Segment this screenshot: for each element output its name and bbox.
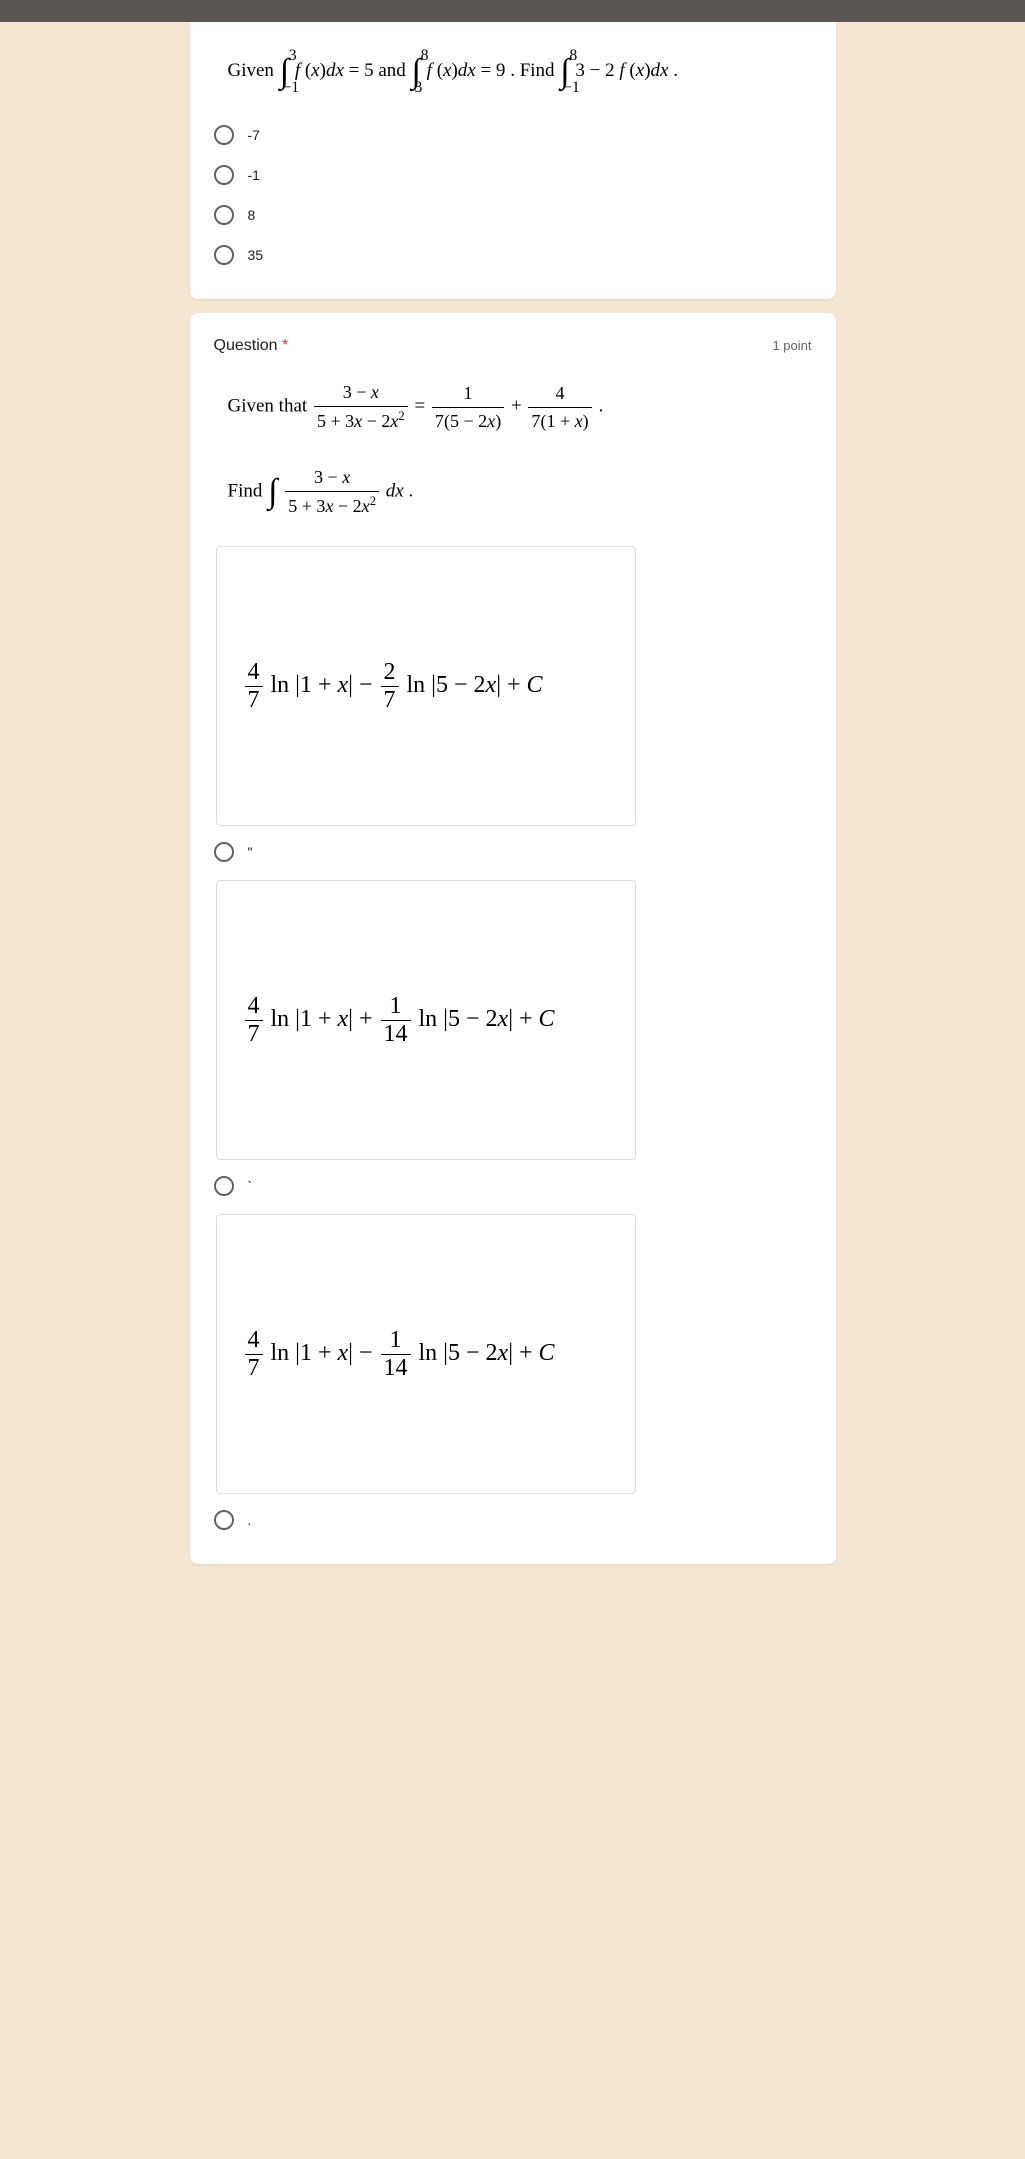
radio-icon[interactable]: [214, 245, 234, 265]
q2-header: Question * 1 point: [214, 337, 812, 355]
q2-stem: Given that 3 − x 5 + 3x − 2x2 = 1 7(5 − …: [228, 379, 812, 520]
radio-icon[interactable]: [214, 205, 234, 225]
opt-a-expr: 47 ln |1 + x| − 27 ln |5 − 2x| + C: [243, 659, 543, 714]
q2-option-b[interactable]: `: [214, 1166, 812, 1206]
q2-option-box-c[interactable]: 47 ln |1 + x| − 114 ln |5 − 2x| + C: [216, 1214, 636, 1494]
question-card-1: Given ∫ 3 −1 f (x)dx = 5 and ∫ 8 3 f (x)…: [190, 22, 836, 299]
q1-given: Given: [228, 60, 279, 81]
radio-icon[interactable]: [214, 842, 234, 862]
int-3: ∫ 8 −1: [560, 46, 569, 97]
page-content: Given ∫ 3 −1 f (x)dx = 5 and ∫ 8 3 f (x)…: [0, 22, 1025, 1604]
q2-points: 1 point: [772, 338, 811, 353]
q2-option-box-a[interactable]: 47 ln |1 + x| − 27 ln |5 − 2x| + C: [216, 546, 636, 826]
radio-icon[interactable]: [214, 165, 234, 185]
find-frac: 3 − x 5 + 3x − 2x2: [285, 464, 379, 520]
pf-3: 4 7(1 + x): [528, 380, 591, 435]
pf-2: 1 7(5 − 2x): [432, 380, 504, 435]
int-2: ∫ 8 3: [412, 46, 421, 97]
opt-c-expr: 47 ln |1 + x| − 114 ln |5 − 2x| + C: [243, 1327, 555, 1382]
q1-option-c[interactable]: 8: [214, 195, 812, 235]
int1-body: f (x)dx = 5: [295, 60, 374, 81]
q1-stem: Given ∫ 3 −1 f (x)dx = 5 and ∫ 8 3 f (x)…: [228, 46, 812, 97]
opt-label: .: [248, 1512, 252, 1528]
opt-b-expr: 47 ln |1 + x| + 114 ln |5 − 2x| + C: [243, 993, 555, 1048]
opt-label: -7: [248, 127, 260, 143]
page-topbar: [0, 0, 1025, 22]
q2-title: Question *: [214, 337, 289, 355]
int-1: ∫ 3 −1: [280, 46, 289, 97]
q1-option-a[interactable]: -7: [214, 115, 812, 155]
q2-option-box-b[interactable]: 47 ln |1 + x| + 114 ln |5 − 2x| + C: [216, 880, 636, 1160]
q1-option-b[interactable]: -1: [214, 155, 812, 195]
q1-option-d[interactable]: 35: [214, 235, 812, 275]
q1-and: and: [378, 60, 410, 81]
int3-body: 3 − 2 f (x)dx: [575, 60, 668, 81]
opt-label: ": [248, 844, 253, 860]
radio-icon[interactable]: [214, 1176, 234, 1196]
pf-1: 3 − x 5 + 3x − 2x2: [314, 379, 408, 435]
opt-label: 8: [248, 207, 256, 223]
radio-icon[interactable]: [214, 1510, 234, 1530]
q1-find: . Find: [510, 60, 559, 81]
opt-label: 35: [248, 247, 264, 263]
q1-period: .: [673, 60, 678, 81]
int2-body: f (x)dx = 9: [427, 60, 506, 81]
required-icon: *: [282, 337, 288, 354]
opt-label: -1: [248, 167, 260, 183]
radio-icon[interactable]: [214, 125, 234, 145]
int-find: ∫: [268, 466, 277, 517]
question-card-2: Question * 1 point Given that 3 − x 5 + …: [190, 313, 836, 1564]
q2-option-a[interactable]: ": [214, 832, 812, 872]
q2-option-c[interactable]: .: [214, 1500, 812, 1540]
opt-label: `: [248, 1178, 253, 1194]
